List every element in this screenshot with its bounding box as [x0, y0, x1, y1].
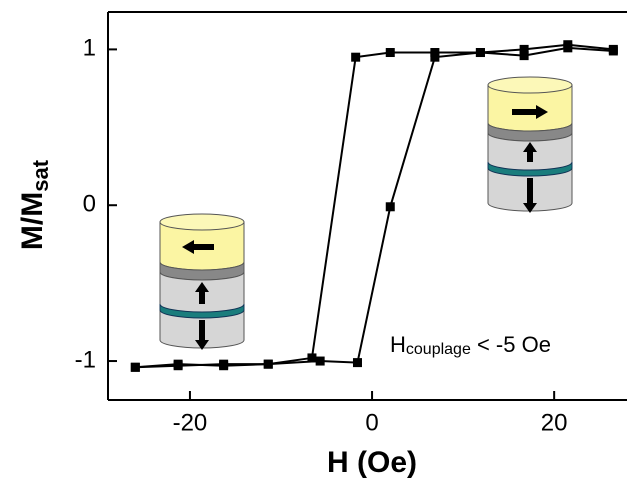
- marker: [351, 52, 361, 62]
- marker: [173, 361, 183, 371]
- marker: [608, 46, 618, 56]
- x-tick-label: -20: [173, 409, 208, 436]
- marker: [130, 362, 140, 372]
- marker: [219, 359, 229, 369]
- inset-right: [487, 76, 573, 213]
- marker: [475, 48, 485, 58]
- marker: [519, 51, 529, 61]
- marker: [385, 48, 395, 58]
- marker: [519, 44, 529, 54]
- marker: [430, 48, 440, 58]
- marker: [430, 52, 440, 62]
- marker: [563, 43, 573, 53]
- y-axis-label: M/Msat: [16, 159, 53, 250]
- marker: [315, 356, 325, 366]
- annotation-rest: < -5 Oe: [471, 332, 551, 357]
- y-axis-label-sub: sat: [28, 159, 53, 191]
- y-tick-label: 1: [83, 35, 96, 62]
- marker: [263, 359, 273, 369]
- series-line: [135, 43, 614, 369]
- marker: [385, 202, 395, 212]
- annotation-main: H: [390, 332, 406, 357]
- x-tick-label: 0: [365, 409, 378, 436]
- x-axis-label: H (Oe): [327, 446, 417, 479]
- inset-left: [159, 213, 245, 350]
- y-tick-label: 0: [83, 191, 96, 218]
- annotation-sub: couplage: [406, 341, 471, 358]
- marker: [307, 353, 317, 363]
- y-axis-label-main: M/M: [16, 192, 49, 250]
- annotation: Hcouplage < -5 Oe: [390, 332, 551, 358]
- series-line: [135, 46, 614, 369]
- marker: [352, 358, 362, 368]
- y-tick-label: -1: [75, 346, 96, 373]
- x-tick-label: 20: [541, 409, 568, 436]
